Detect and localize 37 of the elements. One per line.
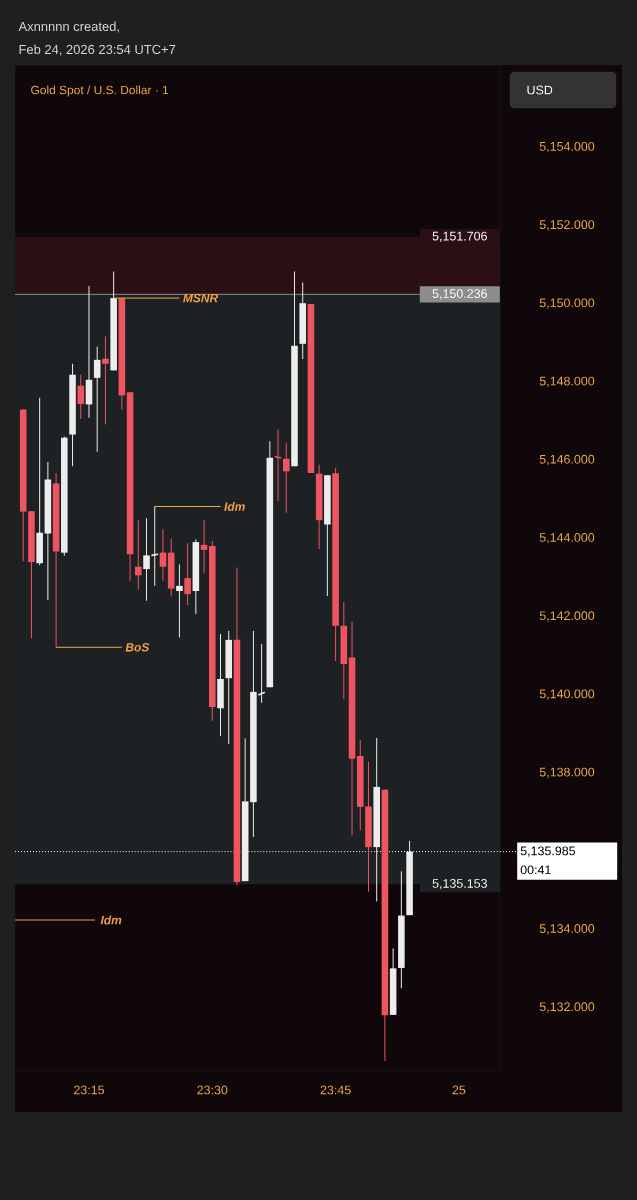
y-tick-label: 5,152.000 xyxy=(539,220,595,231)
candlestick xyxy=(93,346,101,453)
band-label: 5,135.153 xyxy=(432,879,487,890)
x-tick-label: 23:15 xyxy=(74,1085,105,1095)
annotation: BoS xyxy=(125,643,150,652)
x-tick-label: 23:45 xyxy=(320,1085,351,1095)
y-tick-label: 5,144.000 xyxy=(539,533,595,544)
x-tick-label: 23:30 xyxy=(197,1085,228,1095)
y-tick-label: 5,142.000 xyxy=(539,611,595,622)
candlestick xyxy=(184,542,191,606)
candlestick xyxy=(102,335,109,425)
candlestick xyxy=(176,563,183,639)
y-tick-label: 5,140.000 xyxy=(539,689,595,700)
y-tick-label: 5,138.000 xyxy=(539,767,595,778)
y-tick-label: 5,134.000 xyxy=(539,924,595,935)
y-tick-label: 5,148.000 xyxy=(539,376,595,387)
x-tick-label: 25 xyxy=(452,1085,466,1095)
text: Feb 24, 2026 23:54 UTC+7 xyxy=(19,44,176,56)
text: 00:41 xyxy=(520,865,551,875)
y-tick-label: 5,154.000 xyxy=(539,141,595,153)
annotation: MSNR xyxy=(183,293,219,303)
candlestick xyxy=(135,519,142,591)
candlestick xyxy=(159,528,167,582)
candlestick xyxy=(77,374,85,420)
ref-line-label: 5,150.236 xyxy=(432,289,487,300)
ref-line-label: 5,135.985 xyxy=(520,846,576,857)
chart-subtitle: Axnnnnn created, xyxy=(18,21,119,33)
y-tick-label: 5,150.000 xyxy=(539,298,595,309)
y-tick-label: 5,146.000 xyxy=(539,454,595,466)
annotation: Idm xyxy=(100,915,122,925)
text: USD xyxy=(527,85,553,95)
band-label: 5,151.706 xyxy=(432,231,487,242)
y-tick-label: 5,132.000 xyxy=(539,1002,595,1013)
candlestick xyxy=(200,519,208,574)
text: Gold Spot / U.S. Dollar · 1 xyxy=(31,85,169,97)
annotation: Idm xyxy=(224,502,245,511)
candlestick xyxy=(282,442,290,514)
